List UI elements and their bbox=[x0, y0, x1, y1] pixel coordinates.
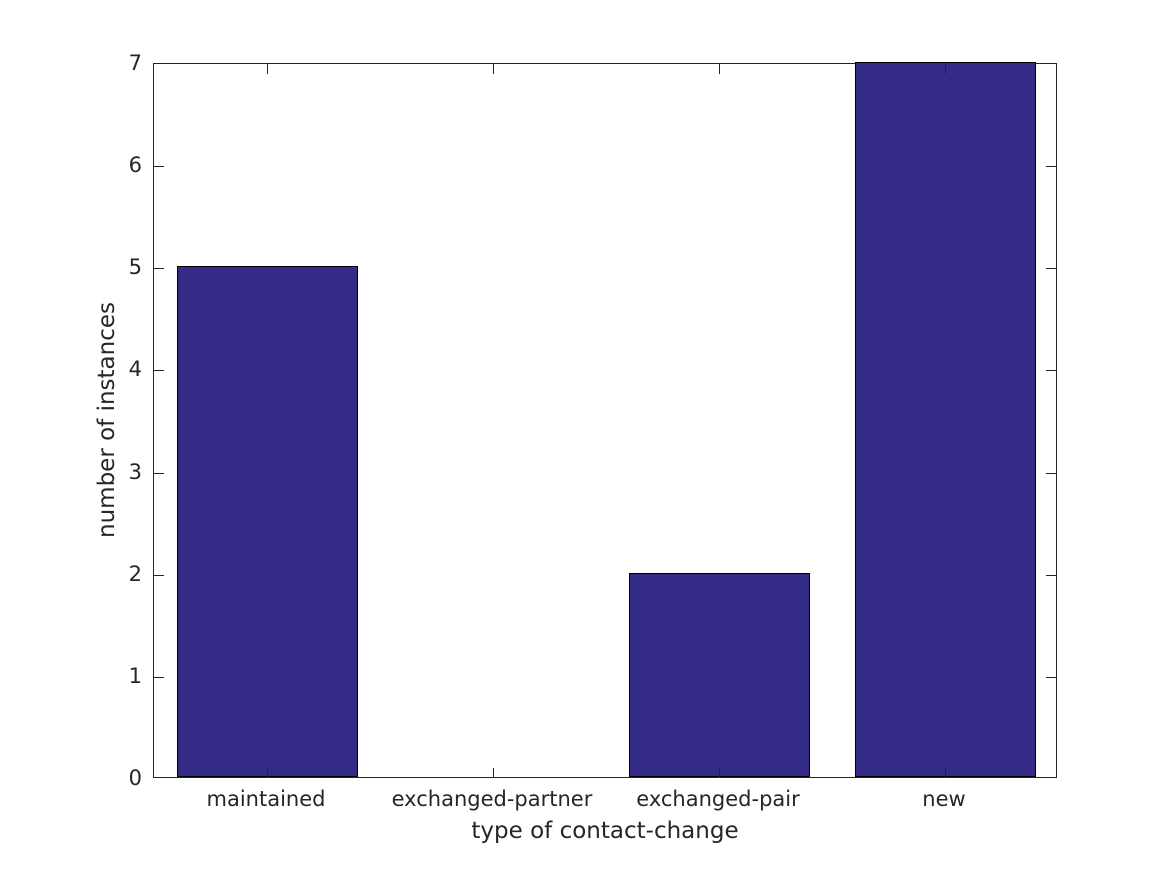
y-tick-mark-left-5 bbox=[154, 268, 164, 269]
x-tick-mark-bottom-new bbox=[945, 768, 946, 778]
y-tick-label-0: 0 bbox=[128, 766, 142, 790]
y-tick-mark-right-2 bbox=[1046, 575, 1056, 576]
y-tick-label-5: 5 bbox=[128, 255, 142, 279]
y-tick-mark-right-6 bbox=[1046, 166, 1056, 167]
x-tick-mark-top-maintained bbox=[267, 64, 268, 74]
x-tick-mark-bottom-maintained bbox=[267, 768, 268, 778]
y-tick-label-2: 2 bbox=[128, 562, 142, 586]
y-tick-mark-right-5 bbox=[1046, 268, 1056, 269]
y-tick-mark-left-4 bbox=[154, 370, 164, 371]
x-tick-mark-top-new bbox=[945, 64, 946, 74]
y-tick-mark-left-1 bbox=[154, 677, 164, 678]
bar-maintained bbox=[177, 266, 358, 777]
y-tick-mark-right-3 bbox=[1046, 473, 1056, 474]
y-tick-mark-left-3 bbox=[154, 473, 164, 474]
y-tick-label-4: 4 bbox=[128, 357, 142, 381]
y-tick-label-7: 7 bbox=[128, 51, 142, 75]
x-tick-label-exchanged-partner: exchanged-partner bbox=[391, 787, 593, 811]
x-tick-label-exchanged-pair: exchanged-pair bbox=[636, 787, 800, 811]
x-tick-label-maintained: maintained bbox=[206, 787, 326, 811]
y-tick-mark-right-1 bbox=[1046, 677, 1056, 678]
y-tick-mark-right-4 bbox=[1046, 370, 1056, 371]
plot-area bbox=[153, 62, 1057, 778]
x-tick-mark-bottom-exchanged-partner bbox=[493, 768, 494, 778]
x-tick-mark-bottom-exchanged-pair bbox=[719, 768, 720, 778]
x-tick-label-new: new bbox=[922, 787, 966, 811]
y-tick-label-1: 1 bbox=[128, 664, 142, 688]
bar-new bbox=[855, 62, 1036, 777]
y-axis-title: number of instances bbox=[94, 302, 120, 538]
x-axis-title: type of contact-change bbox=[471, 818, 739, 844]
y-tick-mark-left-6 bbox=[154, 166, 164, 167]
y-tick-mark-left-2 bbox=[154, 575, 164, 576]
bar-exchanged-pair bbox=[629, 573, 810, 777]
y-tick-label-6: 6 bbox=[128, 153, 142, 177]
y-tick-label-3: 3 bbox=[128, 460, 142, 484]
x-tick-mark-top-exchanged-partner bbox=[493, 64, 494, 74]
x-tick-mark-top-exchanged-pair bbox=[719, 64, 720, 74]
